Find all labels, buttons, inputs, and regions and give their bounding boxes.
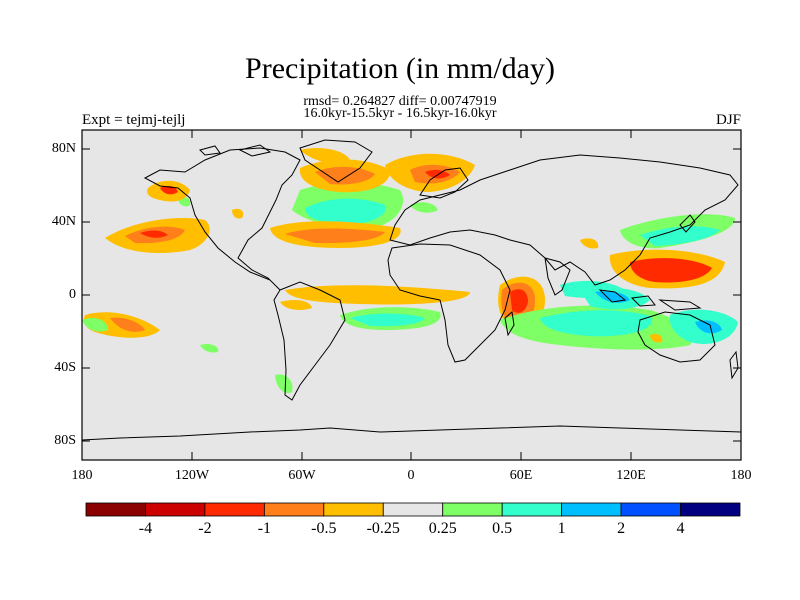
patch-europe-green <box>410 202 438 213</box>
experiment-label: Expt = tejmj-tejlj <box>82 112 186 128</box>
colorbar-box <box>323 502 384 517</box>
x-tick-label: 180 <box>730 468 752 483</box>
patch-spac-blue <box>695 320 722 334</box>
patch-pac-orange <box>232 208 244 219</box>
colorbar-box <box>204 502 265 517</box>
x-tick-label: 120W <box>174 468 210 483</box>
y-tick-label: 40S <box>54 360 76 375</box>
colorbar-box <box>85 502 146 517</box>
patch-nord-red2 <box>425 169 450 179</box>
y-tick-label: 0 <box>69 287 76 302</box>
y-tick-marks <box>82 148 741 442</box>
patch-spac-green2 <box>200 343 219 353</box>
patch-sepac-red <box>110 317 145 332</box>
colorbar-label: 2 <box>617 520 626 537</box>
colorbar-label: 4 <box>676 520 685 537</box>
x-tick-label: 60W <box>288 468 316 483</box>
patch-tatl-orange2 <box>280 300 312 310</box>
patch-greenland-orange <box>300 148 350 164</box>
coastlines <box>81 139 742 441</box>
x-tick-marks <box>81 130 742 460</box>
patch-io-red2 <box>510 289 528 313</box>
colorbar-box <box>442 502 503 517</box>
x-tick-label: 60E <box>509 468 533 483</box>
patch-npac-red2 <box>140 230 168 238</box>
patch-sio-cyan <box>540 310 652 337</box>
patch-wp-cyan <box>640 226 720 246</box>
x-tick-label: 120E <box>616 468 646 483</box>
patch-satl-cyan <box>350 313 425 327</box>
x-tick-label: 0 <box>407 468 415 483</box>
colorbar-box <box>561 502 622 517</box>
patch-natl-cyan <box>305 198 386 225</box>
colorbar-label: -2 <box>198 520 212 537</box>
period-line: 16.0kyr-15.5kyr - 16.5kyr-16.0kyr <box>303 106 497 121</box>
precip-anomaly-patches <box>82 148 738 394</box>
y-tick-label: 80N <box>51 141 76 156</box>
colorbar-box <box>620 502 681 517</box>
colorbar-box <box>382 502 444 517</box>
colorbar-box <box>263 502 325 517</box>
patch-natl-red2 <box>285 228 385 244</box>
patch-patagonia-green <box>275 374 293 394</box>
y-tick-label: 40N <box>51 214 76 229</box>
patch-natl-red1 <box>315 166 375 185</box>
y-tick-label: 80S <box>54 433 76 448</box>
map-title: Precipitation (in mm/day) <box>245 52 555 85</box>
colorbar-box <box>145 502 206 517</box>
colorbar-label: -0.25 <box>366 520 400 537</box>
colorbar-box <box>680 502 741 517</box>
season-label: DJF <box>715 112 741 128</box>
colorbar-label: 0.5 <box>492 520 513 537</box>
patch-sepac-green <box>82 318 108 332</box>
colorbar-label: -0.5 <box>311 520 337 537</box>
colorbar-label: -4 <box>138 520 153 537</box>
patch-spac-orange <box>650 333 663 343</box>
colorbar-label: 0.25 <box>428 520 457 537</box>
x-tick-label: 180 <box>71 468 93 483</box>
patch-tatl-orange <box>285 285 470 305</box>
patch-wp-red <box>630 258 712 283</box>
colorbar-label: 1 <box>557 520 566 537</box>
patch-nwam-red <box>160 185 178 195</box>
colorbar <box>85 502 741 517</box>
patch-asia-orange <box>580 238 599 249</box>
colorbar-box <box>501 502 563 517</box>
colorbar-label: -1 <box>257 520 272 537</box>
stats-line: rmsd= 0.264827 diff= 0.00747919 <box>303 94 497 109</box>
